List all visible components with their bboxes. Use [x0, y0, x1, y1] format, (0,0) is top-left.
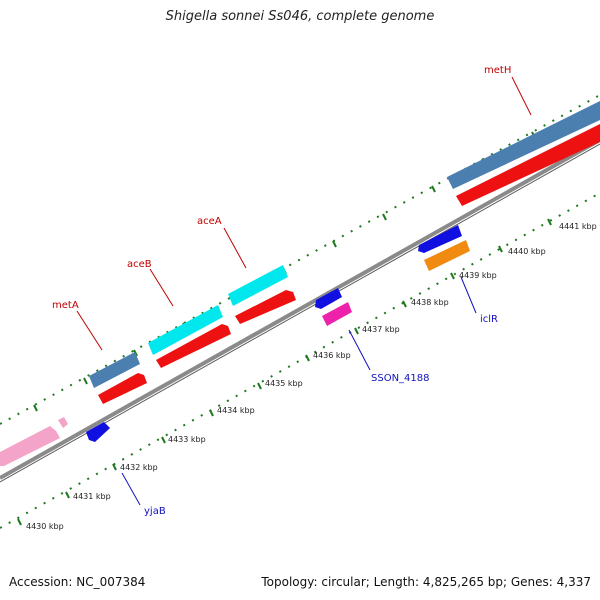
- gene-label-aceA: aceA: [197, 216, 222, 227]
- outer-tick-ring: [0, 94, 600, 425]
- tick-label-4432: 4432 kbp: [120, 463, 158, 472]
- gene-bar-metH[interactable]: [447, 101, 600, 189]
- inner-tick-ring: [0, 192, 600, 529]
- gene-bar-aceA[interactable]: [228, 265, 288, 306]
- gene-bar-aceB[interactable]: [148, 305, 223, 355]
- tick-label-4435: 4435 kbp: [265, 379, 303, 388]
- map-title: Shigella sonnei Ss046, complete genome: [165, 9, 435, 24]
- gene-iclR[interactable]: [424, 240, 470, 271]
- gene-label-metH: metH: [484, 65, 511, 76]
- gene-label-yjaB: yjaB: [144, 506, 166, 517]
- tick-label-4440: 4440 kbp: [508, 247, 546, 256]
- accession-label: Accession: NC_007384: [9, 575, 146, 589]
- tick-label-4431: 4431 kbp: [73, 492, 111, 501]
- tick-label-4433: 4433 kbp: [168, 435, 206, 444]
- tick-label-4430: 4430 kbp: [26, 522, 64, 531]
- gene-label-metA: metA: [52, 300, 79, 311]
- gene-SSON-upper[interactable]: [315, 288, 342, 309]
- gene-label-iclR: iclR: [480, 314, 498, 325]
- gene-pink-small[interactable]: [58, 417, 68, 428]
- cds-metH[interactable]: [456, 124, 600, 206]
- gene-bar-metA[interactable]: [89, 352, 140, 388]
- cds-aceA[interactable]: [235, 290, 296, 324]
- tick-label-4441: 4441 kbp: [559, 222, 597, 231]
- genome-backbone: [0, 138, 600, 480]
- label-leaders: [76, 76, 532, 506]
- gene-iclR-upper[interactable]: [418, 225, 462, 253]
- gene-label-aceB: aceB: [127, 259, 152, 270]
- genome-summary: Topology: circular; Length: 4,825,265 bp…: [261, 575, 591, 589]
- gene-pink-left[interactable]: [0, 426, 60, 466]
- tick-label-4437: 4437 kbp: [362, 325, 400, 334]
- reverse-track: [0, 225, 470, 466]
- cds-metA[interactable]: [98, 373, 147, 404]
- tick-label-4439: 4439 kbp: [459, 271, 497, 280]
- inner-major-ticks: [17, 218, 552, 526]
- tick-label-4434: 4434 kbp: [217, 406, 255, 415]
- gene-SSON_4188[interactable]: [322, 302, 352, 326]
- tick-label-4438: 4438 kbp: [411, 298, 449, 307]
- gene-yjaB[interactable]: [86, 422, 110, 442]
- gene-label-SSON_4188: SSON_4188: [371, 373, 430, 384]
- cds-aceB[interactable]: [156, 324, 231, 368]
- cds-forward-track: [98, 124, 600, 404]
- gene-track: [89, 101, 600, 388]
- tick-label-4436: 4436 kbp: [313, 351, 351, 360]
